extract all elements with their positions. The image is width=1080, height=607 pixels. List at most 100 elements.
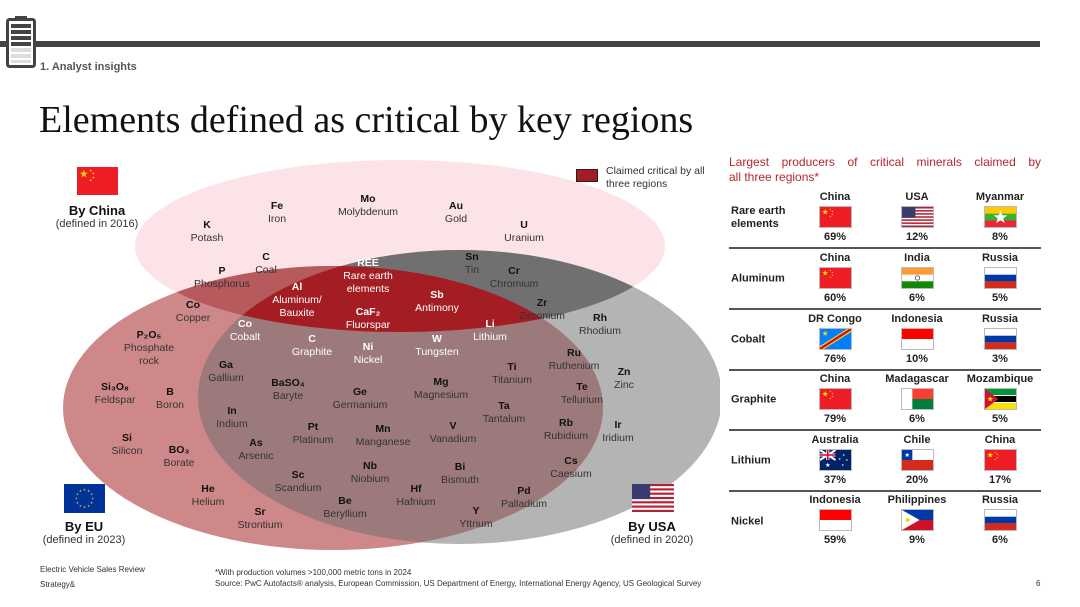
element-symbol: Fe xyxy=(270,200,284,212)
russia-flag-icon xyxy=(983,267,1017,289)
element-symbol: Y xyxy=(472,505,480,517)
share-value: 60% xyxy=(823,292,847,304)
share-value: 12% xyxy=(905,231,929,243)
element-palladium: Pd Palladium xyxy=(501,485,547,511)
element-symbol: In xyxy=(227,405,237,417)
footer-doc-title: Electric Vehicle Sales Review xyxy=(40,565,145,574)
element-symbol: Ru xyxy=(567,347,581,359)
element-name: Borate xyxy=(163,457,195,469)
element-symbol: Co xyxy=(237,318,252,330)
element-zirconium: Zr Zirconium xyxy=(519,297,565,323)
producer-cell: Russia 3% xyxy=(955,310,1045,366)
element-aluminum: Al Aluminum/ Bauxite xyxy=(272,281,322,320)
china-flag-icon xyxy=(818,206,852,228)
element-iridium: Ir Iridium xyxy=(602,419,634,445)
element-name: Strontium xyxy=(237,519,283,531)
element-symbol: Ge xyxy=(352,386,368,398)
element-symbol: Sr xyxy=(254,506,266,518)
element-symbol: BaSO₄ xyxy=(271,377,305,389)
producer-cell: Philippines 9% xyxy=(872,491,962,547)
myanmar-flag-icon xyxy=(983,206,1017,228)
element-symbol: Mn xyxy=(375,423,391,435)
share-value: 20% xyxy=(905,474,929,486)
element-symbol: P₂O₅ xyxy=(136,329,162,341)
chile-flag-icon xyxy=(900,449,934,471)
element-symbol: Rb xyxy=(558,417,573,429)
element-symbol: Ga xyxy=(218,359,233,371)
element-name: Cobalt xyxy=(229,331,261,343)
china-flag-icon xyxy=(983,449,1017,471)
element-name: Zinc xyxy=(614,379,634,391)
region-label-china: By China (defined in 2016) xyxy=(56,203,139,230)
element-symbol: Mg xyxy=(433,376,449,388)
element-rhodium: Rh Rhodium xyxy=(579,312,621,338)
element-name: Graphite xyxy=(291,346,333,358)
producer-cell: India 6% xyxy=(872,249,962,305)
share-value: 6% xyxy=(992,534,1008,546)
element-name: Phosphate rock xyxy=(123,342,175,367)
element-titanium: Ti Titanium xyxy=(492,361,532,387)
share-value: 6% xyxy=(909,413,925,425)
element-bismuth: Bi Bismuth xyxy=(441,461,479,487)
producer-row: Rare earth elements China 69% USA 12% My… xyxy=(729,188,1041,249)
source-note: Source: PwC Autofacts® analysis, Europea… xyxy=(215,579,702,588)
country-name: China xyxy=(819,252,851,264)
section-label: 1. Analyst insights xyxy=(40,61,137,73)
element-potash: K Potash xyxy=(191,219,224,245)
china-flag-icon xyxy=(77,167,118,195)
element-name: Palladium xyxy=(500,498,548,510)
element-name: Copper xyxy=(175,312,211,324)
mineral-label: Lithium xyxy=(731,454,771,466)
china-flag-icon xyxy=(818,267,852,289)
element-symbol: P xyxy=(218,265,226,277)
share-value: 69% xyxy=(823,231,847,243)
producer-cell: Indonesia 10% xyxy=(872,310,962,366)
element-feldspar: Si₃O₈ Feldspar xyxy=(95,381,136,407)
element-rare-earth: REE Rare earth elements xyxy=(343,257,393,296)
element-symbol: Sn xyxy=(465,251,479,263)
element-symbol: Si₃O₈ xyxy=(101,381,129,393)
element-name: Zirconium xyxy=(518,310,566,322)
element-name: Phosphorus xyxy=(193,278,251,290)
russia-flag-icon xyxy=(983,509,1017,531)
element-iron: Fe Iron xyxy=(268,200,286,226)
country-name: Russia xyxy=(981,252,1019,264)
element-copper: Co Copper xyxy=(176,299,210,325)
element-name: Nickel xyxy=(353,354,383,366)
element-ruthenium: Ru Ruthenium xyxy=(549,347,600,373)
mineral-label: Aluminum xyxy=(731,272,785,284)
element-tin: Sn Tin xyxy=(465,251,479,277)
drc-flag-icon xyxy=(818,328,852,350)
share-value: 9% xyxy=(909,534,925,546)
producer-row: Lithium Australia 37% Chile 20% China 17… xyxy=(729,431,1041,492)
element-helium: He Helium xyxy=(192,483,225,509)
country-name: China xyxy=(984,434,1016,446)
element-symbol: Si xyxy=(122,432,132,444)
page-title: Elements defined as critical by key regi… xyxy=(39,99,694,141)
element-name: Niobium xyxy=(350,473,390,485)
element-uranium: U Uranium xyxy=(504,219,544,245)
element-platinum: Pt Platinum xyxy=(293,421,334,447)
element-symbol: B xyxy=(166,386,174,398)
country-name: Myanmar xyxy=(975,191,1025,203)
element-symbol: Ir xyxy=(614,419,622,431)
element-coal: C Coal xyxy=(255,251,277,277)
india-flag-icon xyxy=(900,267,934,289)
country-name: Russia xyxy=(981,313,1019,325)
region-defined: (defined in 2020) xyxy=(610,534,694,546)
element-name: Magnesium xyxy=(413,389,469,401)
share-value: 17% xyxy=(988,474,1012,486)
usa-flag-icon xyxy=(900,206,934,228)
element-zinc: Zn Zinc xyxy=(614,366,634,392)
producer-cell: USA 12% xyxy=(872,188,962,244)
element-symbol: C xyxy=(308,333,316,345)
element-name: Tin xyxy=(464,264,480,276)
producer-cell: Russia 5% xyxy=(955,249,1045,305)
element-name: Indium xyxy=(216,418,248,430)
producer-cell: Mozambique 5% xyxy=(955,370,1045,426)
element-lithium: Li Lithium xyxy=(473,318,507,344)
element-fluorspar: CaF₂ Fluorspar xyxy=(346,306,390,332)
element-symbol: Te xyxy=(576,381,588,393)
region-defined: (defined in 2023) xyxy=(42,534,126,546)
usa-flag-icon xyxy=(632,484,674,512)
